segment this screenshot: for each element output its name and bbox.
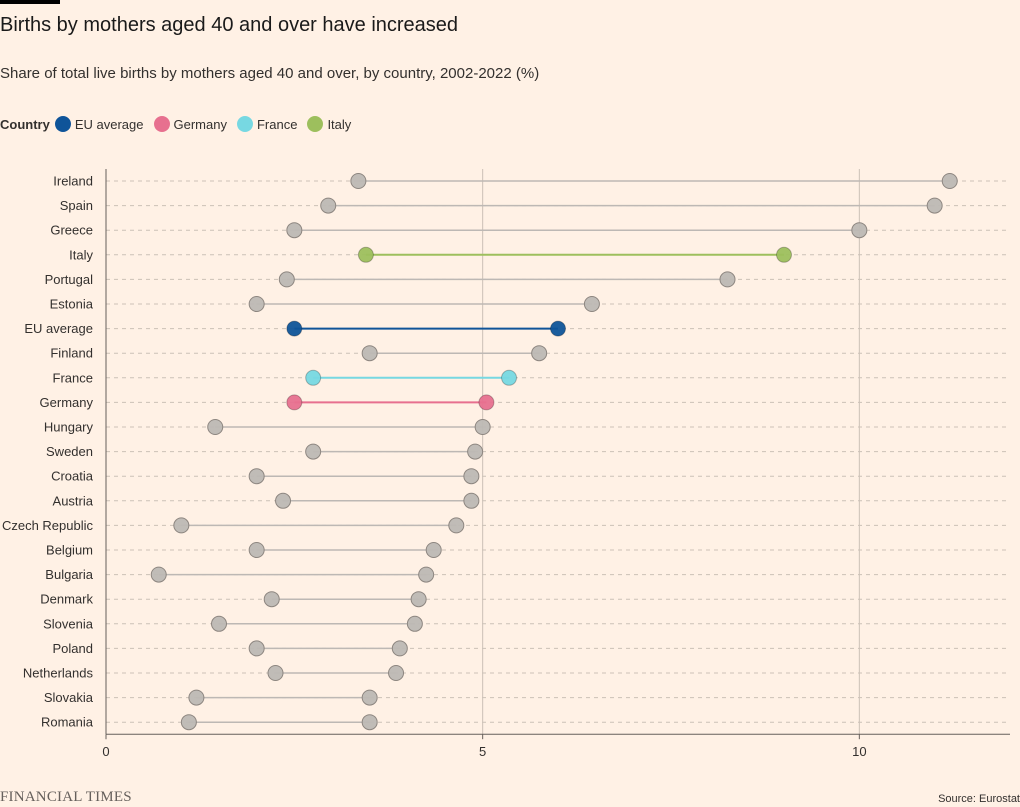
start-point-spain — [320, 197, 337, 214]
row-label-portugal: Portugal — [45, 272, 94, 287]
legend-item-france: France — [236, 116, 298, 132]
row-label-austria: Austria — [53, 493, 94, 508]
chart-title: Births by mothers aged 40 and over have … — [0, 14, 459, 36]
brand-bar — [0, 0, 60, 4]
legend-label-france: France — [256, 116, 298, 132]
x-tick-label: 0 — [102, 744, 109, 759]
dumbbell-chart: 0 5 10 Ireland Spain Greece Italy Portugal Eston… — [2, 169, 1010, 759]
row-label-belgium: Belgium — [46, 543, 93, 558]
row-label-italy: Italy — [69, 247, 93, 262]
row-label-estonia: Estonia — [50, 297, 94, 312]
row-label-eu-average: EU average — [24, 321, 93, 336]
end-point-france — [501, 369, 518, 386]
start-point-czech-republic — [173, 517, 190, 534]
row-label-france: France — [53, 370, 93, 385]
start-point-eu-average — [286, 320, 303, 337]
legend-swatch-germany — [153, 116, 170, 132]
row-label-sweden: Sweden — [46, 444, 93, 459]
end-point-slovenia — [406, 615, 423, 632]
end-point-czech-republic — [448, 517, 465, 534]
row-label-croatia: Croatia — [51, 469, 94, 484]
start-point-portugal — [278, 271, 295, 288]
start-point-hungary — [207, 419, 224, 435]
start-point-greece — [286, 222, 303, 239]
end-point-croatia — [463, 468, 480, 485]
start-point-austria — [275, 492, 292, 509]
legend: Country EU average Germany France Italy — [0, 115, 361, 133]
x-tick-label: 10 — [852, 744, 866, 759]
start-point-poland — [248, 640, 265, 657]
row-label-germany: Germany — [40, 395, 94, 410]
end-point-poland — [391, 640, 408, 657]
end-point-ireland — [941, 173, 958, 189]
start-point-finland — [361, 345, 378, 362]
legend-label-italy: Italy — [327, 116, 352, 132]
end-point-slovakia — [361, 689, 378, 706]
start-point-ireland — [350, 173, 367, 189]
source-note: Source: Eurostat — [938, 793, 1020, 805]
end-point-eu-average — [550, 320, 566, 337]
row-label-netherlands: Netherlands — [23, 666, 94, 681]
start-point-france — [305, 369, 322, 386]
end-point-italy — [776, 246, 792, 263]
start-point-netherlands — [267, 665, 284, 681]
row-label-ireland: Ireland — [53, 174, 93, 189]
start-point-italy — [357, 246, 374, 263]
start-point-belgium — [248, 542, 265, 558]
end-point-greece — [851, 222, 868, 239]
end-point-belgium — [425, 542, 442, 558]
end-point-netherlands — [388, 665, 405, 681]
end-point-sweden — [467, 443, 484, 460]
legend-item-eu-average: EU average — [54, 116, 144, 132]
end-point-hungary — [474, 419, 491, 435]
end-point-finland — [531, 345, 548, 362]
row-label-slovakia: Slovakia — [44, 690, 94, 705]
row-label-czech-republic: Czech Republic — [2, 518, 94, 533]
legend-title: Country — [0, 116, 50, 132]
start-point-romania — [180, 714, 197, 731]
row-label-greece: Greece — [50, 223, 93, 238]
start-point-sweden — [305, 443, 322, 460]
start-point-slovenia — [211, 615, 227, 632]
end-point-austria — [463, 492, 480, 509]
row-label-slovenia: Slovenia — [43, 616, 94, 631]
end-point-romania — [361, 714, 378, 731]
end-point-spain — [926, 197, 943, 214]
legend-swatch-france — [236, 116, 253, 132]
end-point-estonia — [583, 296, 600, 312]
start-point-germany — [286, 394, 303, 411]
start-point-croatia — [248, 468, 265, 485]
ft-logo: FINANCIAL TIMES — [0, 789, 132, 805]
start-point-denmark — [263, 591, 280, 608]
legend-label-germany: Germany — [173, 116, 227, 132]
legend-swatch-eu-average — [54, 116, 71, 132]
start-point-estonia — [248, 296, 265, 312]
row-label-hungary: Hungary — [44, 420, 94, 435]
row-label-romania: Romania — [41, 715, 94, 730]
x-tick-label: 5 — [479, 744, 486, 759]
start-point-bulgaria — [150, 566, 167, 583]
end-point-denmark — [410, 591, 427, 608]
end-point-portugal — [719, 271, 736, 288]
end-point-germany — [478, 394, 495, 411]
row-label-bulgaria: Bulgaria — [45, 567, 93, 582]
row-label-poland: Poland — [53, 641, 93, 656]
row-label-finland: Finland — [50, 346, 93, 361]
end-point-bulgaria — [418, 566, 435, 583]
row-label-spain: Spain — [60, 198, 93, 213]
legend-label-eu-average: EU average — [74, 116, 144, 132]
legend-swatch-italy — [307, 116, 324, 132]
legend-item-italy: Italy — [307, 116, 351, 132]
chart-subtitle: Share of total live births by mothers ag… — [0, 65, 540, 82]
start-point-slovakia — [188, 689, 205, 706]
legend-item-germany: Germany — [153, 116, 227, 132]
row-label-denmark: Denmark — [40, 592, 93, 607]
